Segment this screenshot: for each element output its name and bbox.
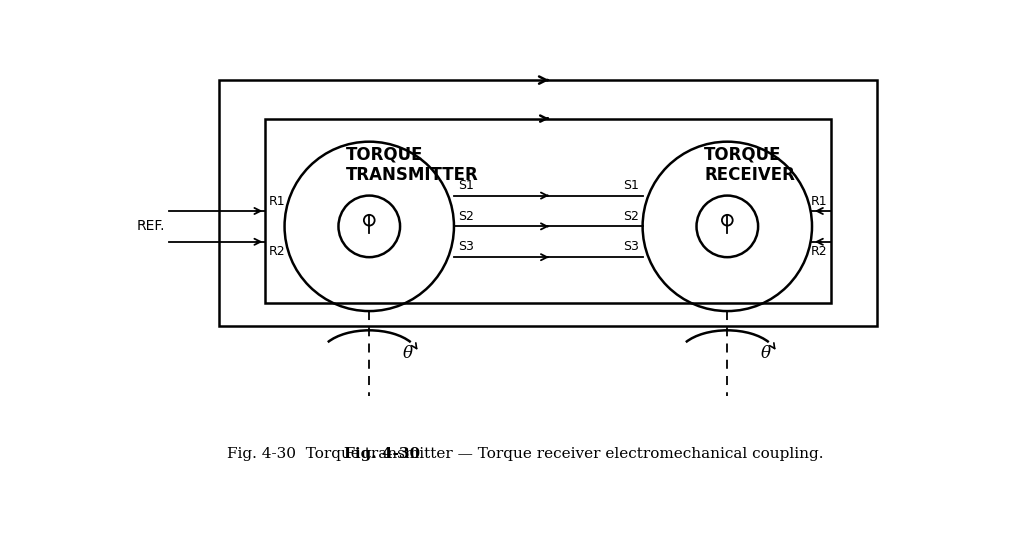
Text: θ: θ [761,345,771,362]
Text: Fig. 4-30: Fig. 4-30 [344,446,421,460]
Text: TORQUE
TRANSMITTER: TORQUE TRANSMITTER [346,146,479,184]
Text: TORQUE
RECEIVER: TORQUE RECEIVER [705,146,795,184]
Text: R1: R1 [811,195,827,208]
Text: S3: S3 [623,240,639,253]
Text: R1: R1 [269,195,286,208]
Text: REF.: REF. [137,219,165,233]
Text: θ: θ [402,345,413,362]
Text: R2: R2 [811,245,827,258]
Text: S2: S2 [458,210,474,223]
Text: S1: S1 [623,179,639,192]
Text: R2: R2 [269,245,286,258]
Bar [265,119,831,303]
Text: S2: S2 [623,210,639,223]
Text: Fig. 4-30  Torque transmitter — Torque receiver electromechanical coupling.: Fig. 4-30 Torque transmitter — Torque re… [226,446,823,460]
Text: S3: S3 [458,240,474,253]
Text: S1: S1 [458,179,474,192]
Bar [219,80,878,327]
